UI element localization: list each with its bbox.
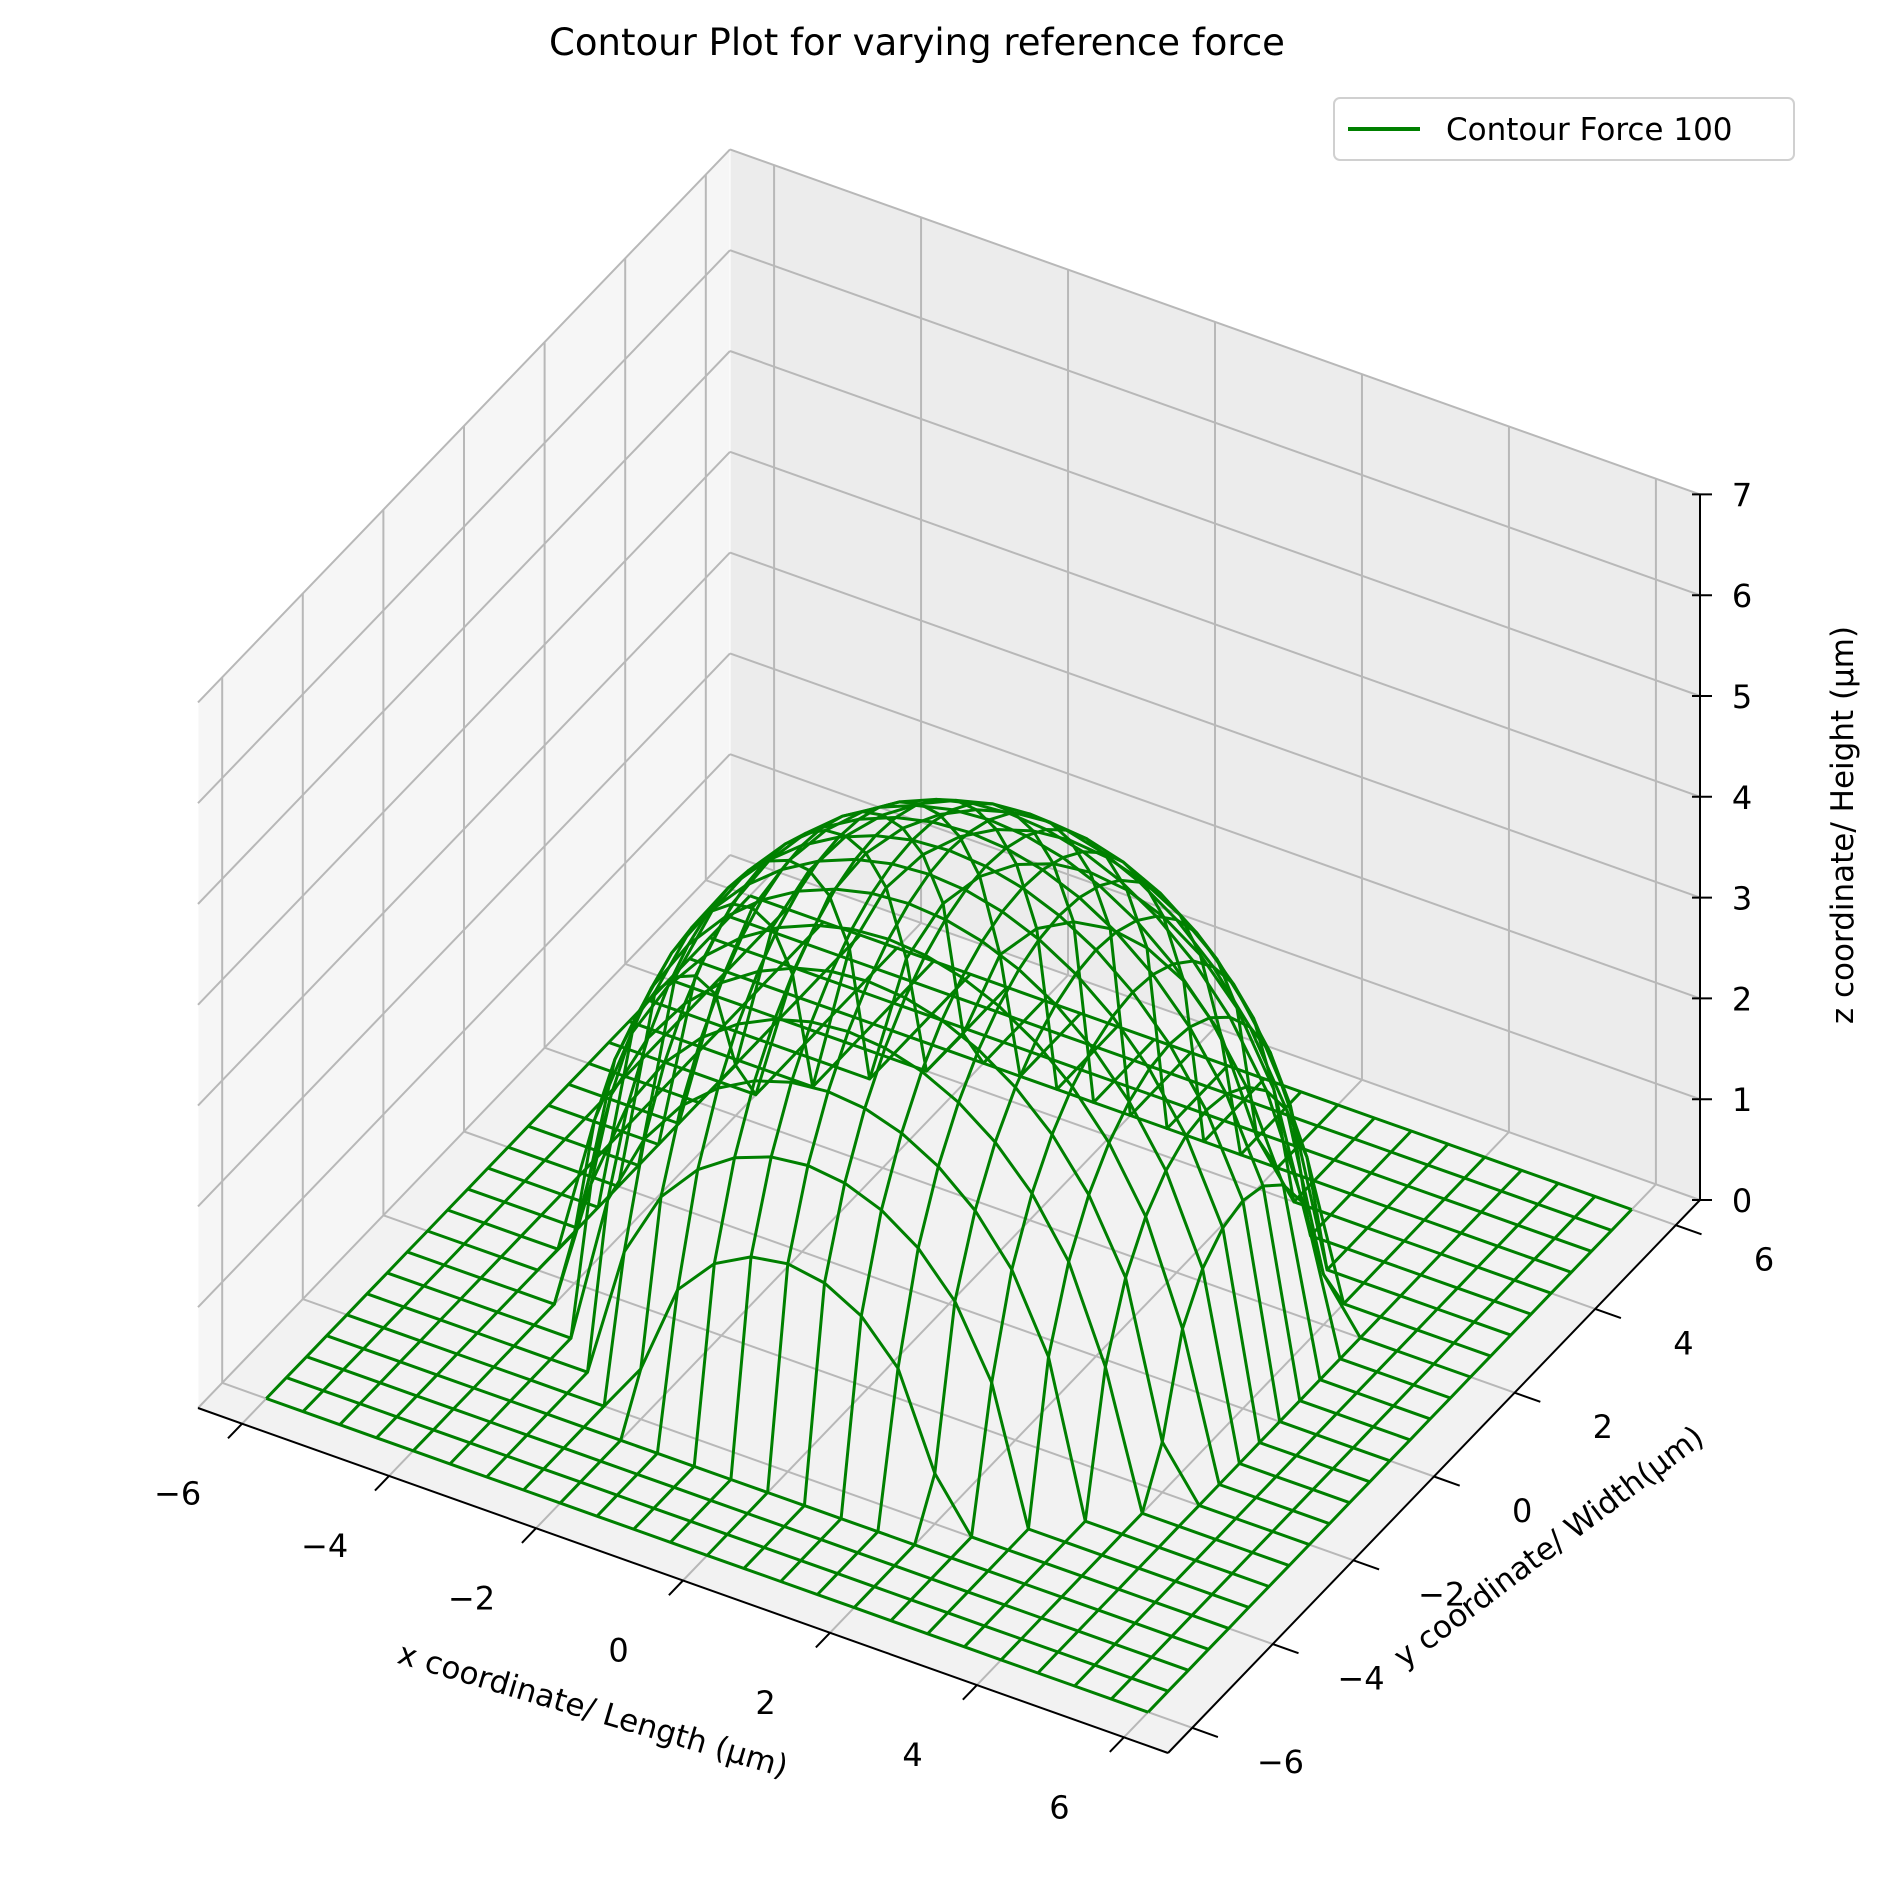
y-tick-label: −2 bbox=[1418, 1576, 1465, 1614]
floor-gridline-y bbox=[544, 1046, 1515, 1394]
axis-lines bbox=[197, 493, 1712, 1754]
z-tick-label: 6 bbox=[1732, 577, 1752, 615]
y-tick bbox=[1191, 1726, 1219, 1738]
surface-wire-y bbox=[507, 834, 1391, 1463]
y-tick-label: 2 bbox=[1593, 1408, 1613, 1446]
z-tick-label: 0 bbox=[1732, 1182, 1752, 1220]
surface-wire-y bbox=[285, 1376, 1169, 1693]
surface-wire-y bbox=[306, 1355, 1189, 1672]
surface-wire-y bbox=[265, 1397, 1149, 1714]
left-gridline-z bbox=[197, 854, 731, 1409]
left-gridline-z bbox=[197, 350, 731, 905]
surface-wire-y bbox=[709, 936, 1592, 1253]
left-gridline-z bbox=[197, 652, 731, 1208]
y-tick bbox=[1594, 1307, 1622, 1320]
y-tick-label: 0 bbox=[1512, 1492, 1532, 1530]
x-tick bbox=[1109, 1736, 1125, 1753]
floor-gridline-y bbox=[383, 1214, 1354, 1562]
surface-wire-y bbox=[426, 966, 1310, 1547]
y-tick bbox=[1433, 1475, 1461, 1487]
back-gridline-z bbox=[729, 350, 1701, 697]
x-tick-label: −6 bbox=[154, 1475, 201, 1513]
surface-wire-y bbox=[688, 957, 1572, 1274]
left-gridline-z bbox=[197, 148, 731, 704]
surface-wire-y bbox=[588, 798, 1472, 1379]
z-tick-label: 4 bbox=[1732, 779, 1752, 817]
left-gridline-z bbox=[197, 451, 731, 1006]
x-tick-label: −4 bbox=[301, 1527, 348, 1565]
surface-wire-y bbox=[668, 920, 1552, 1295]
surface-wire-y bbox=[527, 816, 1411, 1442]
back-gridline-z bbox=[729, 652, 1701, 1000]
y-tick-label: 4 bbox=[1673, 1324, 1693, 1362]
back-gridline-z bbox=[729, 450, 1701, 798]
surface-wire-y bbox=[628, 828, 1512, 1337]
left-gridline-z bbox=[197, 551, 731, 1107]
back-gridline-z bbox=[729, 551, 1701, 899]
surface-wire-y bbox=[648, 862, 1532, 1316]
x-tick-label: 6 bbox=[1049, 1788, 1069, 1826]
surface-wire-y bbox=[749, 894, 1633, 1211]
surface-wire-y bbox=[386, 1079, 1270, 1588]
y-tick-label: 6 bbox=[1754, 1241, 1774, 1279]
x-tick-label: −2 bbox=[448, 1579, 495, 1617]
wireframe-surface bbox=[265, 797, 1633, 1714]
chart-title: Contour Plot for varying reference force bbox=[549, 21, 1285, 64]
legend-frame bbox=[1333, 97, 1795, 161]
legend-label: Contour Force 100 bbox=[1446, 112, 1733, 148]
y-tick bbox=[1353, 1559, 1380, 1571]
left-gridline-z bbox=[197, 249, 731, 804]
x-tick bbox=[374, 1475, 390, 1492]
surface-wire-y bbox=[467, 887, 1351, 1505]
legend: Contour Force 100 bbox=[1333, 97, 1795, 161]
back-gridline-z bbox=[729, 148, 1701, 496]
surface-wire-y bbox=[447, 923, 1331, 1526]
surface-wire-y bbox=[406, 1017, 1290, 1568]
back-gridline-z bbox=[729, 249, 1701, 597]
x-axis-label: x coordinate/ Length (μm) bbox=[394, 1636, 792, 1785]
x-tick bbox=[815, 1632, 831, 1649]
y-tick bbox=[1272, 1643, 1299, 1655]
z-tick-label: 7 bbox=[1732, 476, 1752, 514]
x-tick bbox=[962, 1684, 978, 1701]
x-tick-label: 0 bbox=[608, 1632, 628, 1670]
x-tick bbox=[668, 1579, 684, 1596]
surface-wire-y bbox=[346, 1255, 1230, 1630]
x-tick bbox=[521, 1527, 537, 1544]
y-tick-label: −6 bbox=[1257, 1743, 1304, 1781]
surface-wire-y bbox=[326, 1334, 1210, 1651]
z-tick-label: 3 bbox=[1732, 880, 1752, 918]
surface-wire-y bbox=[729, 915, 1613, 1232]
left-gridline-z bbox=[197, 753, 731, 1308]
surface-wire-y bbox=[608, 808, 1492, 1358]
y-tick bbox=[1514, 1391, 1541, 1403]
z-tick-label: 1 bbox=[1732, 1081, 1752, 1119]
x-tick-label: 4 bbox=[902, 1736, 922, 1774]
floor-gridline-y bbox=[463, 1130, 1435, 1478]
x-tick bbox=[227, 1422, 243, 1440]
y-tick bbox=[1675, 1224, 1702, 1236]
z-tick-label: 2 bbox=[1732, 980, 1752, 1018]
x-tick-label: 2 bbox=[755, 1684, 775, 1722]
surface-wire-y bbox=[366, 1155, 1250, 1609]
y-tick-label: −4 bbox=[1337, 1659, 1384, 1697]
surface-wire-y bbox=[487, 857, 1371, 1484]
z-axis-label: z coordinate/ Height (μm) bbox=[1825, 626, 1861, 1024]
z-tick-label: 5 bbox=[1732, 678, 1752, 716]
